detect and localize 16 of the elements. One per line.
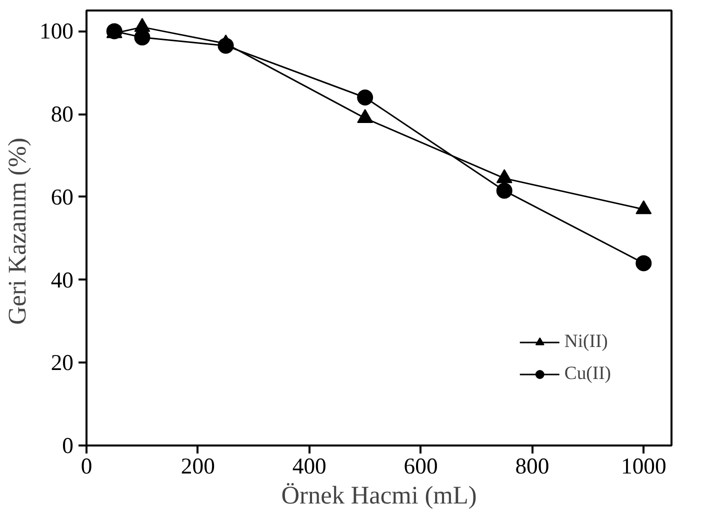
x-axis-title: Örnek Hacmi (mL): [281, 482, 477, 510]
y-axis-title: Geri Kazanım (%): [4, 138, 32, 325]
x-tick-label: 0: [80, 454, 92, 478]
x-tick-label: 800: [515, 454, 550, 478]
x-tick-label: 400: [292, 454, 326, 478]
y-tick-label: 80: [50, 102, 74, 127]
y-tick-label: 40: [50, 267, 74, 292]
y-tick-label: 0: [62, 433, 74, 458]
y-tick-label: 20: [50, 350, 74, 376]
x-tick-label: 200: [180, 454, 215, 478]
y-tick-label: 100: [40, 18, 74, 44]
x-tick-label: 600: [404, 454, 438, 478]
legend-label: Ni(II): [564, 331, 608, 353]
x-tick-label: 1000: [620, 454, 666, 478]
legend-label: Cu(II): [564, 363, 611, 385]
y-tick-label: 60: [50, 184, 74, 210]
